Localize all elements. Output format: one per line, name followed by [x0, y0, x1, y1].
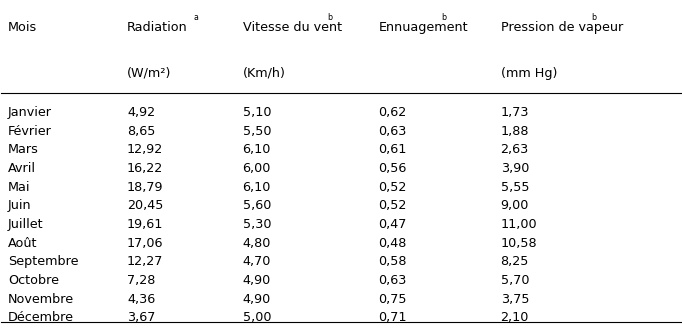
- Text: (Km/h): (Km/h): [243, 67, 285, 80]
- Text: Mars: Mars: [8, 144, 39, 156]
- Text: 0,52: 0,52: [379, 181, 406, 194]
- Text: Novembre: Novembre: [8, 293, 74, 306]
- Text: Août: Août: [8, 237, 38, 250]
- Text: 12,27: 12,27: [127, 255, 164, 268]
- Text: 4,36: 4,36: [127, 293, 155, 306]
- Text: 0,62: 0,62: [379, 106, 406, 119]
- Text: Janvier: Janvier: [8, 106, 53, 119]
- Text: 5,30: 5,30: [243, 218, 271, 231]
- Text: 0,63: 0,63: [379, 125, 406, 138]
- Text: 20,45: 20,45: [127, 199, 164, 213]
- Text: 19,61: 19,61: [127, 218, 164, 231]
- Text: b: b: [591, 13, 596, 22]
- Text: (W/m²): (W/m²): [127, 67, 171, 80]
- Text: 0,63: 0,63: [379, 274, 406, 287]
- Text: 4,80: 4,80: [243, 237, 271, 250]
- Text: 5,60: 5,60: [243, 199, 271, 213]
- Text: 17,06: 17,06: [127, 237, 164, 250]
- Text: a: a: [194, 13, 198, 22]
- Text: 4,90: 4,90: [243, 293, 271, 306]
- Text: Mois: Mois: [8, 21, 38, 34]
- Text: 6,00: 6,00: [243, 162, 271, 175]
- Text: 3,67: 3,67: [127, 311, 155, 324]
- Text: 0,56: 0,56: [379, 162, 406, 175]
- Text: 3,75: 3,75: [501, 293, 529, 306]
- Text: Avril: Avril: [8, 162, 36, 175]
- Text: Septembre: Septembre: [8, 255, 78, 268]
- Text: b: b: [327, 13, 332, 22]
- Text: 4,92: 4,92: [127, 106, 155, 119]
- Text: 9,00: 9,00: [501, 199, 529, 213]
- Text: 0,75: 0,75: [379, 293, 407, 306]
- Text: Ennuagement: Ennuagement: [379, 21, 468, 34]
- Text: 0,47: 0,47: [379, 218, 406, 231]
- Text: 5,50: 5,50: [243, 125, 271, 138]
- Text: 5,10: 5,10: [243, 106, 271, 119]
- Text: 0,71: 0,71: [379, 311, 407, 324]
- Text: (mm Hg): (mm Hg): [501, 67, 557, 80]
- Text: Février: Février: [8, 125, 52, 138]
- Text: Radiation: Radiation: [127, 21, 188, 34]
- Text: 1,88: 1,88: [501, 125, 529, 138]
- Text: 0,61: 0,61: [379, 144, 406, 156]
- Text: 0,52: 0,52: [379, 199, 406, 213]
- Text: 1,73: 1,73: [501, 106, 529, 119]
- Text: 7,28: 7,28: [127, 274, 155, 287]
- Text: 5,00: 5,00: [243, 311, 271, 324]
- Text: 2,10: 2,10: [501, 311, 529, 324]
- Text: 5,70: 5,70: [501, 274, 529, 287]
- Text: Vitesse du vent: Vitesse du vent: [243, 21, 342, 34]
- Text: b: b: [441, 13, 447, 22]
- Text: Octobre: Octobre: [8, 274, 59, 287]
- Text: Pression de vapeur: Pression de vapeur: [501, 21, 623, 34]
- Text: Juin: Juin: [8, 199, 32, 213]
- Text: 0,58: 0,58: [379, 255, 407, 268]
- Text: Juillet: Juillet: [8, 218, 44, 231]
- Text: Mai: Mai: [8, 181, 31, 194]
- Text: 3,90: 3,90: [501, 162, 529, 175]
- Text: 10,58: 10,58: [501, 237, 537, 250]
- Text: 6,10: 6,10: [243, 144, 271, 156]
- Text: 11,00: 11,00: [501, 218, 537, 231]
- Text: 0,48: 0,48: [379, 237, 406, 250]
- Text: 16,22: 16,22: [127, 162, 163, 175]
- Text: 4,90: 4,90: [243, 274, 271, 287]
- Text: Décembre: Décembre: [8, 311, 74, 324]
- Text: 18,79: 18,79: [127, 181, 164, 194]
- Text: 12,92: 12,92: [127, 144, 163, 156]
- Text: 6,10: 6,10: [243, 181, 271, 194]
- Text: 5,55: 5,55: [501, 181, 529, 194]
- Text: 8,65: 8,65: [127, 125, 155, 138]
- Text: 4,70: 4,70: [243, 255, 271, 268]
- Text: 2,63: 2,63: [501, 144, 529, 156]
- Text: 8,25: 8,25: [501, 255, 529, 268]
